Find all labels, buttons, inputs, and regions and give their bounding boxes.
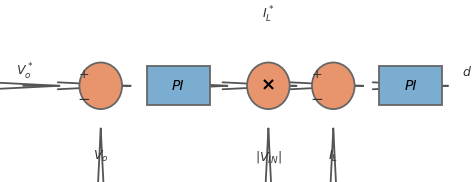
Ellipse shape <box>80 62 122 109</box>
Text: +: + <box>311 68 322 81</box>
Text: $V_o$: $V_o$ <box>93 149 109 164</box>
Text: −: − <box>310 92 323 107</box>
Text: $d$: $d$ <box>462 65 472 79</box>
Text: $I_L^*$: $I_L^*$ <box>262 5 274 25</box>
Ellipse shape <box>312 62 355 109</box>
Ellipse shape <box>247 62 290 109</box>
FancyBboxPatch shape <box>379 66 442 106</box>
Text: $|V_{IN}|$: $|V_{IN}|$ <box>255 149 282 165</box>
Text: PI: PI <box>172 79 184 93</box>
FancyBboxPatch shape <box>147 66 210 106</box>
Text: −: − <box>78 92 91 107</box>
Text: +: + <box>79 68 90 81</box>
Text: $V_o^*$: $V_o^*$ <box>17 62 34 82</box>
Text: $I_L$: $I_L$ <box>328 149 338 164</box>
Text: PI: PI <box>404 79 417 93</box>
Text: ×: × <box>261 77 276 95</box>
